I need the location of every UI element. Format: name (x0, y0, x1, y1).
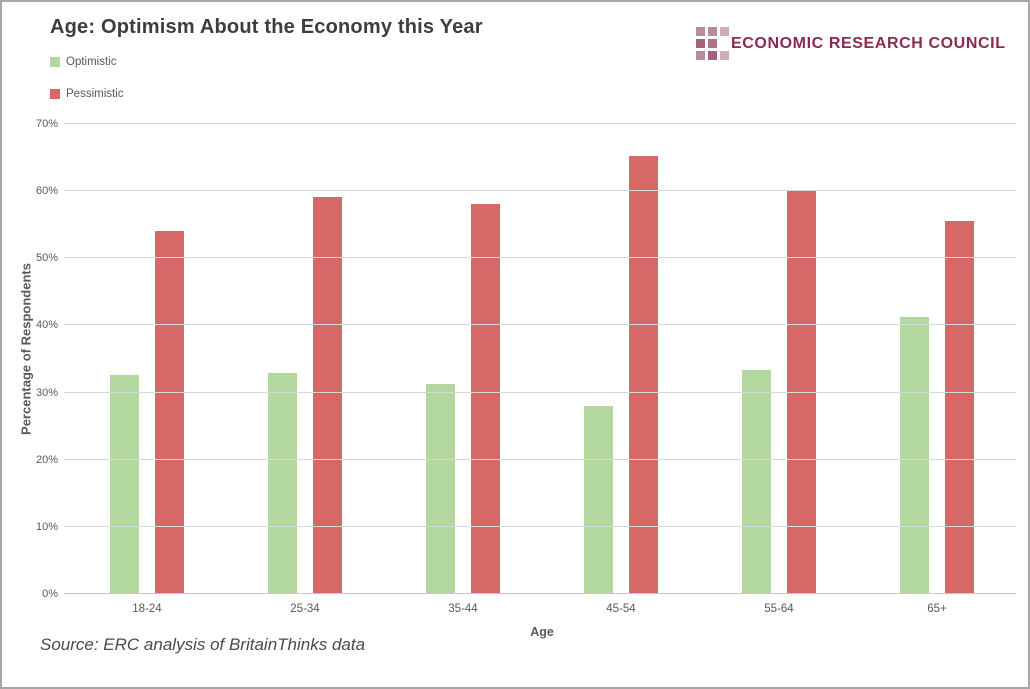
erc-logo-squares-icon (696, 27, 729, 60)
logo-square-1-2 (720, 39, 729, 48)
logo-square-1-0 (696, 39, 705, 48)
gridline-70 (64, 123, 1016, 124)
bar-optimistic-45-54 (584, 406, 613, 594)
logo-square-1-1 (708, 39, 717, 48)
bar-group-45-54 (542, 124, 700, 594)
bar-group-18-24 (68, 124, 226, 594)
gridline-10 (64, 525, 1016, 527)
x-tick-label-45-54: 45-54 (606, 603, 636, 615)
x-axis-tick-labels: 18-24 25-34 35-44 45-54 55-64 65+ (68, 603, 1016, 615)
legend-label-optimistic: Optimistic (66, 56, 117, 68)
x-axis-title: Age (530, 625, 554, 639)
x-tick-label-55-64: 55-64 (764, 603, 794, 615)
legend-label-pessimistic: Pessimistic (66, 88, 124, 100)
y-axis-title: Percentage of Respondents (18, 263, 34, 435)
x-tick-label-18-24: 18-24 (132, 603, 162, 615)
y-tick-label-30: 30% (35, 386, 58, 399)
y-tick-label-40: 40% (35, 319, 58, 332)
bar-group-65+ (858, 124, 1016, 594)
bars-row (68, 124, 1016, 594)
plot-area: 18-24 25-34 35-44 45-54 55-64 65+ Age 0% 10% 20… (36, 118, 1016, 639)
gridline-40 (64, 324, 1016, 326)
bar-optimistic-55-64 (742, 369, 771, 594)
optimistic-swatch-icon (50, 57, 60, 67)
logo-square-2-2 (720, 51, 729, 60)
y-tick-label-60: 60% (35, 185, 58, 198)
x-axis-line (64, 593, 1016, 594)
bar-pessimistic-25-34 (313, 196, 342, 594)
pessimistic-swatch-icon (50, 89, 60, 99)
logo-square-0-1 (708, 27, 717, 36)
logo-square-0-0 (696, 27, 705, 36)
y-tick-label-20: 20% (35, 453, 58, 466)
erc-logo-text: ECONOMIC RESEARCH COUNCIL (731, 34, 1006, 52)
y-tick-label-0: 0% (42, 588, 58, 600)
bar-pessimistic-65+ (945, 221, 974, 594)
legend-item-optimistic: Optimistic (50, 56, 124, 68)
logo-square-2-1 (708, 51, 717, 60)
bar-optimistic-35-44 (426, 383, 455, 594)
bar-group-55-64 (700, 124, 858, 594)
x-tick-label-25-34: 25-34 (290, 603, 320, 615)
y-tick-label-50: 50% (35, 252, 58, 265)
bar-optimistic-18-24 (110, 375, 139, 594)
bar-pessimistic-55-64 (787, 191, 816, 594)
bar-pessimistic-18-24 (155, 231, 184, 594)
logo-square-2-0 (696, 51, 705, 60)
x-tick-label-65+: 65+ (927, 603, 947, 615)
bar-group-25-34 (226, 124, 384, 594)
logo-square-0-2 (720, 27, 729, 36)
source-note: Source: ERC analysis of BritainThinks da… (40, 635, 366, 654)
bar-pessimistic-45-54 (629, 155, 658, 594)
bar-optimistic-65+ (900, 317, 929, 594)
legend-item-pessimistic: Pessimistic (50, 88, 124, 100)
y-tick-label-70: 70% (35, 118, 58, 130)
chart-legend: Optimistic Pessimistic (50, 56, 124, 120)
gridline-60 (64, 190, 1016, 192)
bar-pessimistic-35-44 (471, 203, 500, 594)
x-tick-label-35-44: 35-44 (448, 603, 478, 615)
chart-title: Age: Optimism About the Economy this Yea… (50, 16, 483, 38)
y-tick-label-10: 10% (35, 520, 58, 533)
bar-optimistic-25-34 (268, 373, 297, 594)
gridline-50 (64, 257, 1016, 259)
gridline-30 (64, 391, 1016, 393)
erc-logo: ECONOMIC RESEARCH COUNCIL (696, 27, 1006, 60)
gridline-20 (64, 458, 1016, 460)
bar-group-35-44 (384, 124, 542, 594)
